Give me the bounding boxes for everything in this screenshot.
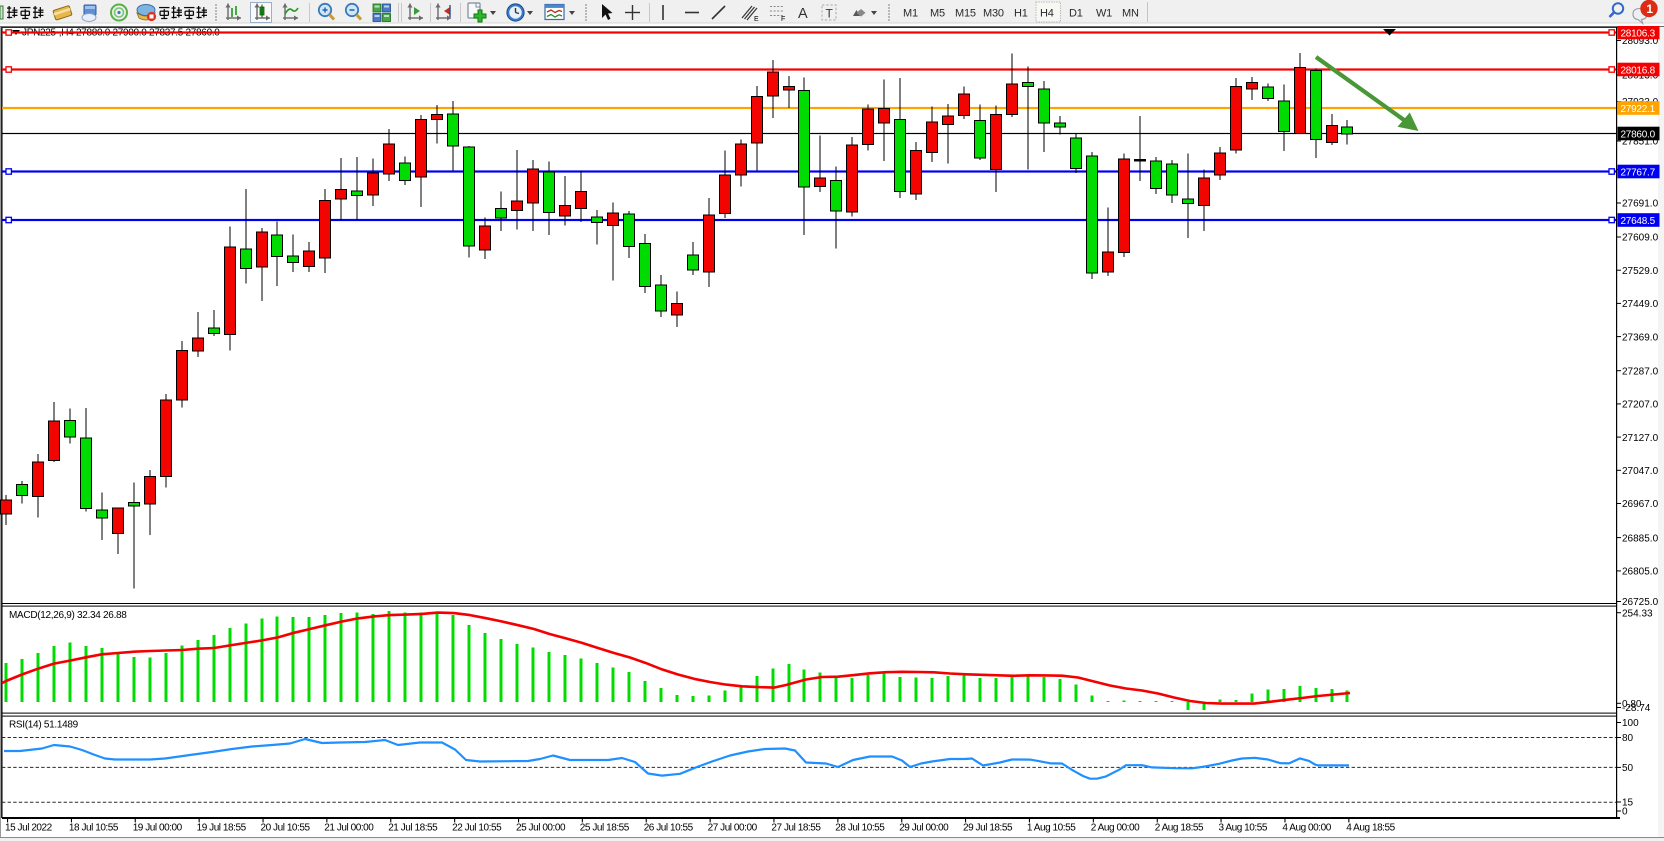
svg-text:21 Jul 18:55: 21 Jul 18:55	[388, 823, 438, 834]
svg-text:254.33: 254.33	[1622, 608, 1653, 619]
svg-text:M1: M1	[903, 8, 918, 20]
svg-text:T: T	[826, 7, 834, 21]
svg-text:27 Jul 00:00: 27 Jul 00:00	[708, 823, 758, 834]
svg-text:27691.0: 27691.0	[1622, 199, 1659, 210]
svg-text:15: 15	[1622, 798, 1634, 809]
svg-text:18 Jul 10:55: 18 Jul 10:55	[69, 823, 119, 834]
svg-text:26885.0: 26885.0	[1622, 533, 1659, 544]
svg-text:26 Jul 10:55: 26 Jul 10:55	[644, 823, 694, 834]
svg-text:25 Jul 00:00: 25 Jul 00:00	[516, 823, 566, 834]
svg-text:27369.0: 27369.0	[1622, 332, 1659, 343]
svg-text:25 Jul 18:55: 25 Jul 18:55	[580, 823, 630, 834]
svg-text:1: 1	[1646, 2, 1653, 16]
svg-text:A: A	[798, 6, 808, 22]
svg-text:27449.0: 27449.0	[1622, 299, 1659, 310]
svg-text:80: 80	[1622, 733, 1634, 744]
svg-text:22 Jul 10:55: 22 Jul 10:55	[452, 823, 502, 834]
svg-text:27127.0: 27127.0	[1622, 433, 1659, 444]
svg-text:M5: M5	[930, 8, 945, 20]
svg-text:27047.0: 27047.0	[1622, 466, 1659, 477]
svg-text:28093.0: 28093.0	[1622, 36, 1659, 47]
svg-text:0.80: 0.80	[1622, 699, 1642, 710]
svg-text:MACD(12,26,9) 32.34 26.88: MACD(12,26,9) 32.34 26.88	[9, 610, 127, 621]
svg-text:27529.0: 27529.0	[1622, 266, 1659, 277]
svg-text:28016.8: 28016.8	[1621, 65, 1656, 76]
svg-text:0: 0	[1622, 807, 1628, 818]
svg-text:27851.0: 27851.0	[1622, 137, 1659, 148]
svg-text:27922.1: 27922.1	[1621, 104, 1656, 115]
svg-text:MN: MN	[1122, 8, 1139, 20]
svg-text:19 Jul 18:55: 19 Jul 18:55	[197, 823, 247, 834]
svg-text:29 Jul 18:55: 29 Jul 18:55	[963, 823, 1013, 834]
svg-text:27287.0: 27287.0	[1622, 366, 1659, 377]
svg-text:28 Jul 10:55: 28 Jul 10:55	[835, 823, 885, 834]
svg-text:RSI(14) 51.1489: RSI(14) 51.1489	[9, 720, 79, 731]
svg-text:50: 50	[1622, 763, 1634, 774]
svg-text:E: E	[754, 16, 759, 23]
svg-text:15 Jul 2022: 15 Jul 2022	[5, 823, 53, 834]
svg-text:100: 100	[1622, 718, 1639, 729]
svg-text:29 Jul 00:00: 29 Jul 00:00	[899, 823, 949, 834]
svg-text:M30: M30	[983, 8, 1004, 20]
svg-text:27860.0: 27860.0	[1621, 129, 1656, 140]
svg-text:H4: H4	[1040, 8, 1054, 20]
svg-text:W1: W1	[1096, 8, 1112, 20]
svg-text:27 Jul 18:55: 27 Jul 18:55	[771, 823, 821, 834]
svg-text:26805.0: 26805.0	[1622, 567, 1659, 578]
svg-text:21 Jul 00:00: 21 Jul 00:00	[324, 823, 374, 834]
svg-text:3 Aug 10:55: 3 Aug 10:55	[1219, 823, 1268, 834]
svg-text:4 Aug 18:55: 4 Aug 18:55	[1346, 823, 1395, 834]
svg-text:27207.0: 27207.0	[1622, 400, 1659, 411]
svg-text:-28.74: -28.74	[1622, 703, 1651, 714]
svg-text:2 Aug 18:55: 2 Aug 18:55	[1155, 823, 1204, 834]
svg-text:28106.3: 28106.3	[1621, 28, 1656, 39]
svg-text:F: F	[781, 16, 785, 23]
svg-text:20 Jul 10:55: 20 Jul 10:55	[261, 823, 311, 834]
svg-text:26725.0: 26725.0	[1622, 597, 1659, 608]
svg-text:1 Aug 10:55: 1 Aug 10:55	[1027, 823, 1076, 834]
svg-text:19 Jul 00:00: 19 Jul 00:00	[133, 823, 183, 834]
svg-text:2 Aug 00:00: 2 Aug 00:00	[1091, 823, 1140, 834]
svg-text:M15: M15	[955, 8, 976, 20]
svg-text:H1: H1	[1014, 8, 1028, 20]
svg-text:26967.0: 26967.0	[1622, 499, 1659, 510]
svg-text:27767.7: 27767.7	[1621, 167, 1656, 178]
svg-text:4 Aug 00:00: 4 Aug 00:00	[1282, 823, 1331, 834]
svg-text:27648.5: 27648.5	[1621, 216, 1656, 227]
svg-text:27609.0: 27609.0	[1622, 233, 1659, 244]
svg-text:D1: D1	[1069, 8, 1083, 20]
